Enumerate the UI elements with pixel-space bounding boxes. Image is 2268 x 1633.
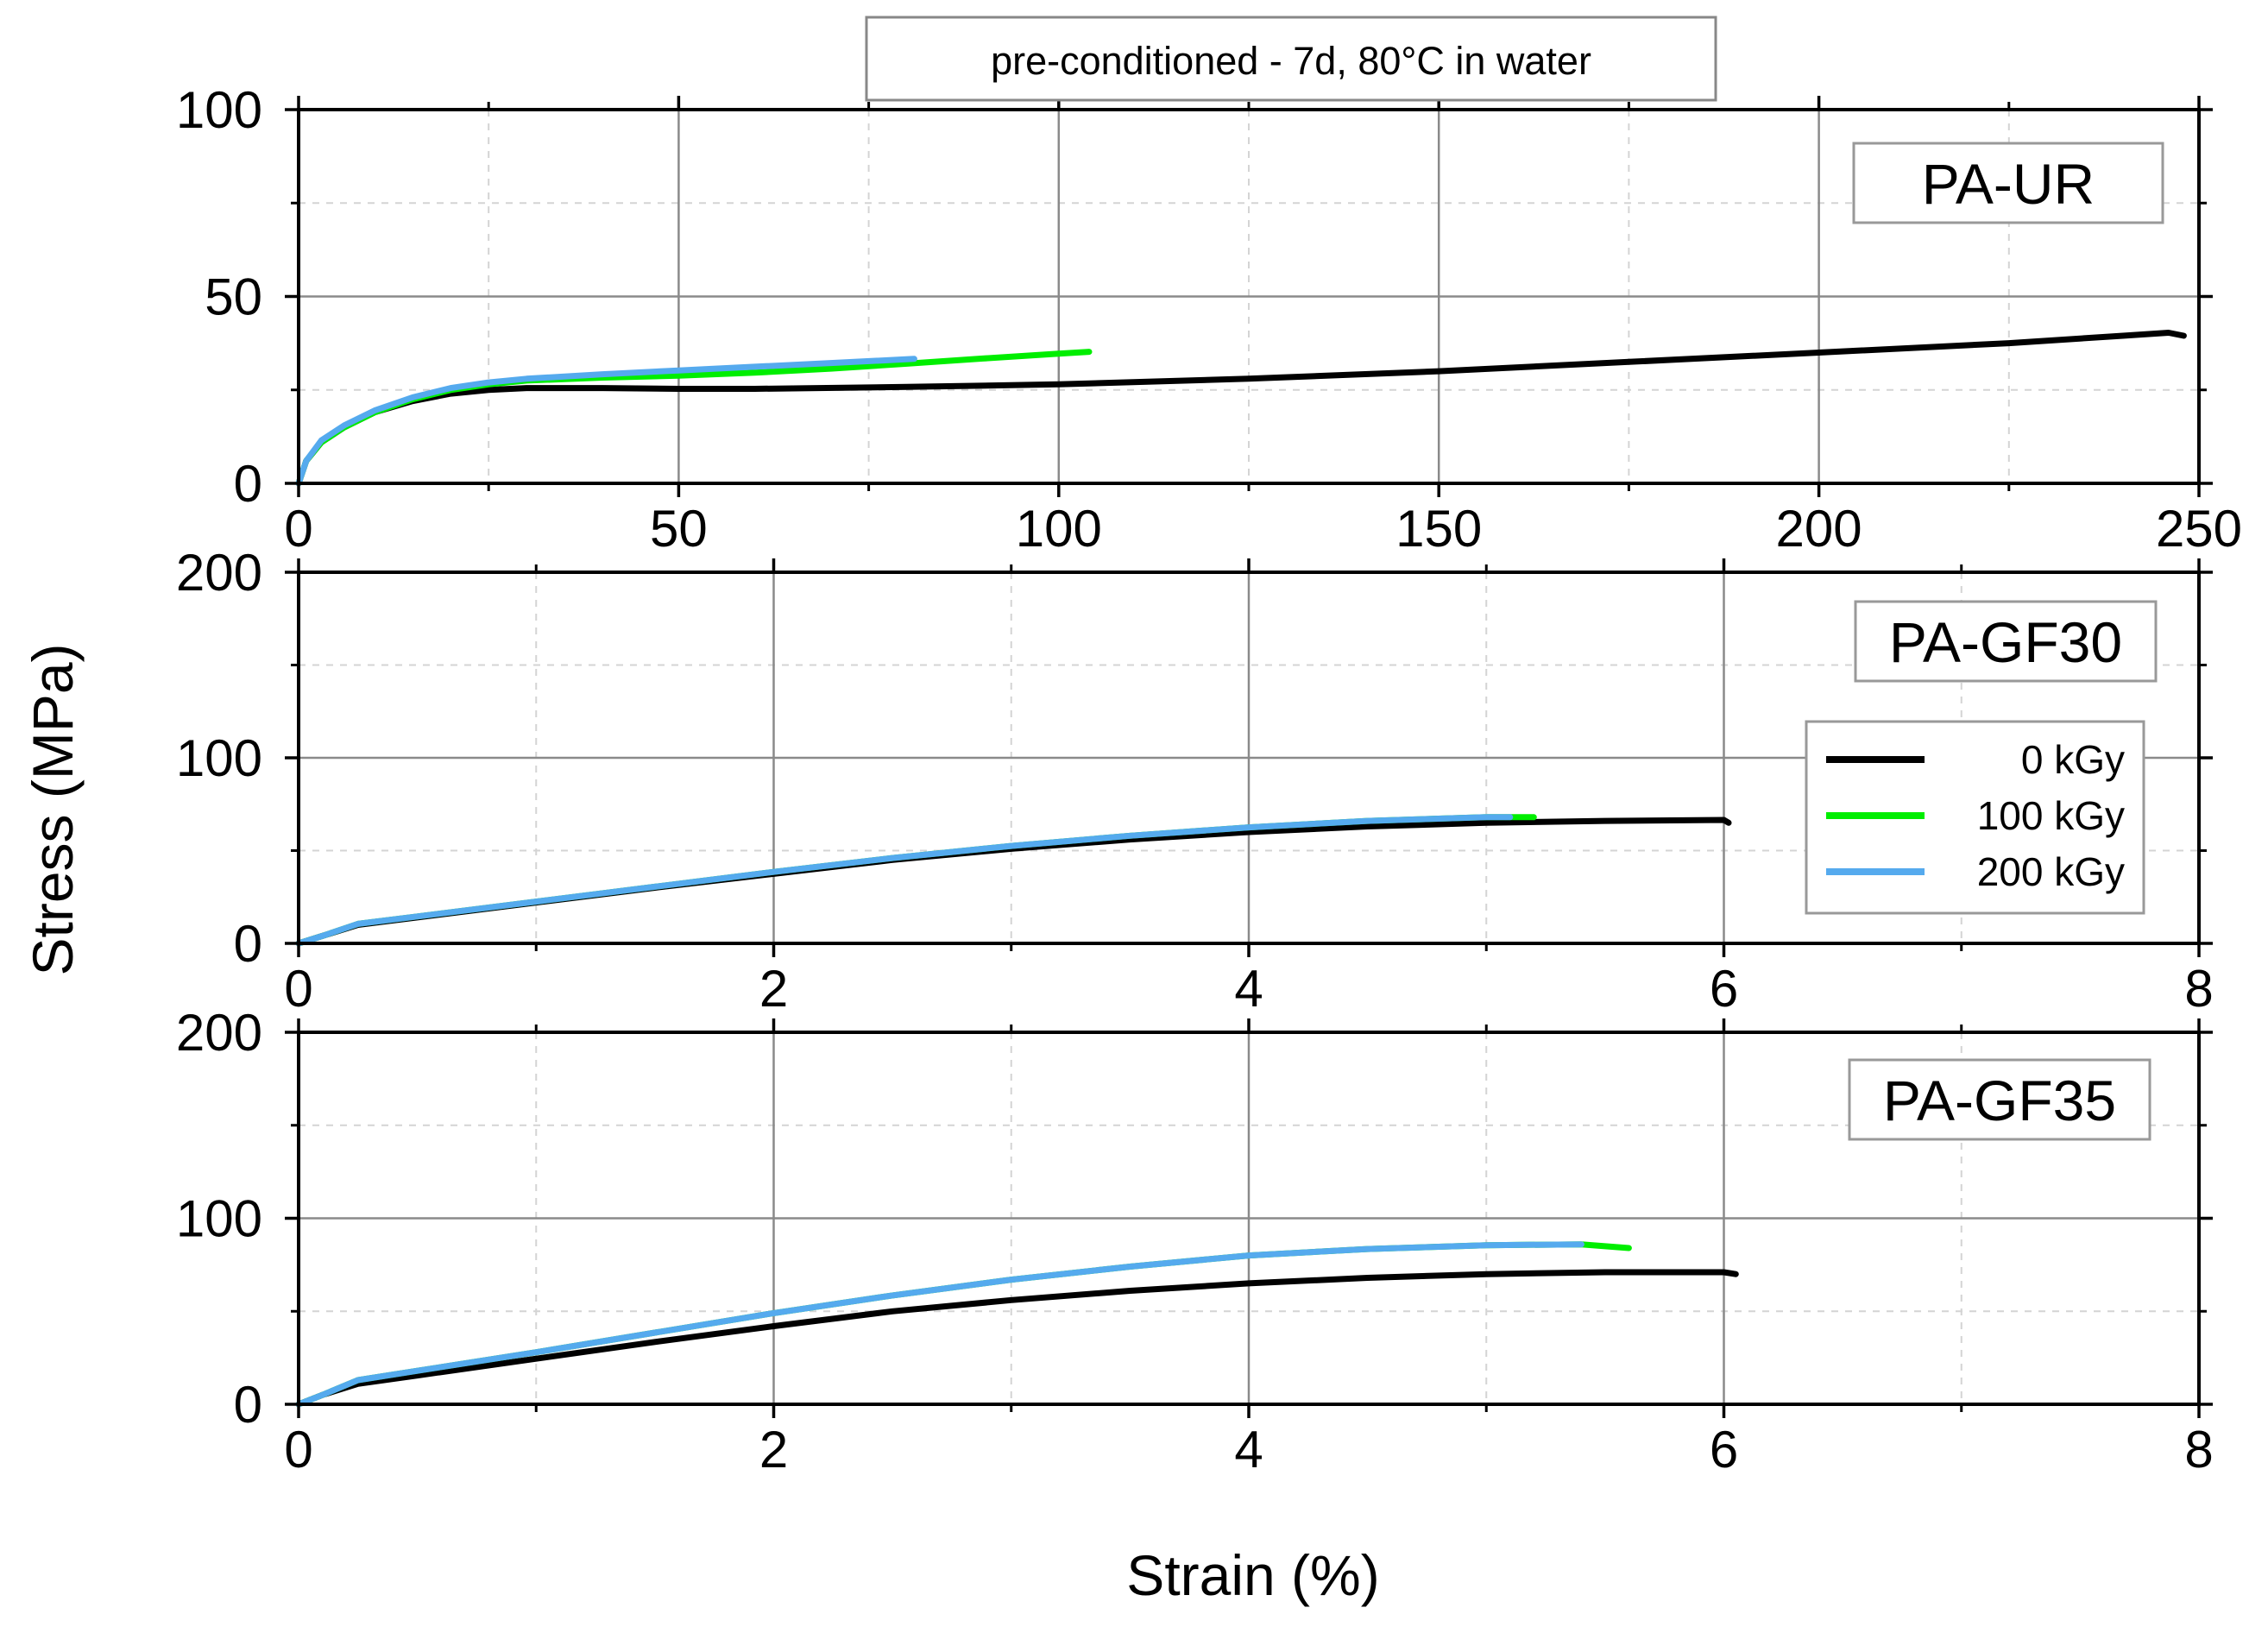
- y-tick-label: 200: [176, 1004, 262, 1062]
- x-tick-label: 2: [759, 960, 788, 1018]
- x-tick-label: 4: [1234, 1421, 1263, 1479]
- series-200-kgy-line: [295, 356, 917, 487]
- series-200-kgy-line: [295, 1241, 1584, 1408]
- panel-label-box: [1854, 600, 2158, 683]
- legend-label-0-kgy: 0 kGy: [2021, 737, 2125, 782]
- y-tick-label: 0: [234, 455, 262, 513]
- legend: 0 kGy 100 kGy 200 kGy: [1805, 720, 2145, 915]
- y-tick-label: 50: [205, 268, 262, 326]
- panel-label-pa-gf35: PA-GF35: [1883, 1069, 2116, 1132]
- x-tick-label: 150: [1395, 500, 1482, 558]
- x-tick-label: 6: [1710, 960, 1738, 1018]
- x-tick-label: 0: [284, 1421, 312, 1479]
- y-tick-label: 100: [176, 1190, 262, 1248]
- panel-label-box: [1848, 1058, 2151, 1141]
- panel-pa-gf35: 0 2 4 6 8 0 100 200 PA-GF35: [176, 1004, 2214, 1479]
- panel-pa-gf30: 0 2 4 6 8 0 100 200 PA-GF30: [176, 544, 2214, 1018]
- y-tick-label: 100: [176, 729, 262, 787]
- header-box: pre-conditioned - 7d, 80°C in water: [865, 16, 1717, 102]
- x-tick-label: 2: [759, 1421, 788, 1479]
- legend-label-200-kgy: 200 kGy: [1977, 849, 2125, 894]
- series-0-kgy-line: [295, 330, 2187, 487]
- series-200-kgy-line: [295, 814, 1514, 947]
- x-tick-label: 0: [284, 500, 312, 558]
- header-text: pre-conditioned - 7d, 80°C in water: [991, 39, 1591, 83]
- x-tick-label: 8: [2184, 960, 2213, 1018]
- x-tick-label: 100: [1016, 500, 1102, 558]
- series-100-kgy-line: [295, 814, 1537, 947]
- y-axis-title: Stress (MPa): [21, 643, 85, 975]
- panel-label-pa-gf30: PA-GF30: [1889, 610, 2122, 674]
- series-0-kgy-line: [295, 1269, 1739, 1408]
- y-tick-label: 200: [176, 544, 262, 602]
- x-tick-label: 4: [1234, 960, 1263, 1018]
- series-100-kgy-line: [295, 1241, 1632, 1408]
- panel-pa-ur: 0 50 100 150 200 250 0 50 100 PA-UR: [176, 81, 2242, 558]
- series-0-kgy-line: [295, 816, 1732, 947]
- x-tick-label: 0: [284, 960, 312, 1018]
- x-tick-label: 50: [650, 500, 708, 558]
- panel-label-box: [1852, 142, 2164, 224]
- y-tick-label: 100: [176, 81, 262, 139]
- panel-label-pa-ur: PA-UR: [1922, 152, 2095, 216]
- x-tick-label: 8: [2184, 1421, 2213, 1479]
- x-tick-label: 200: [1776, 500, 1862, 558]
- x-tick-label: 250: [2156, 500, 2242, 558]
- legend-label-100-kgy: 100 kGy: [1977, 793, 2125, 838]
- y-tick-label: 0: [234, 1376, 262, 1434]
- y-tick-label: 0: [234, 915, 262, 973]
- x-tick-label: 6: [1710, 1421, 1738, 1479]
- x-axis-title: Strain (%): [1126, 1543, 1379, 1607]
